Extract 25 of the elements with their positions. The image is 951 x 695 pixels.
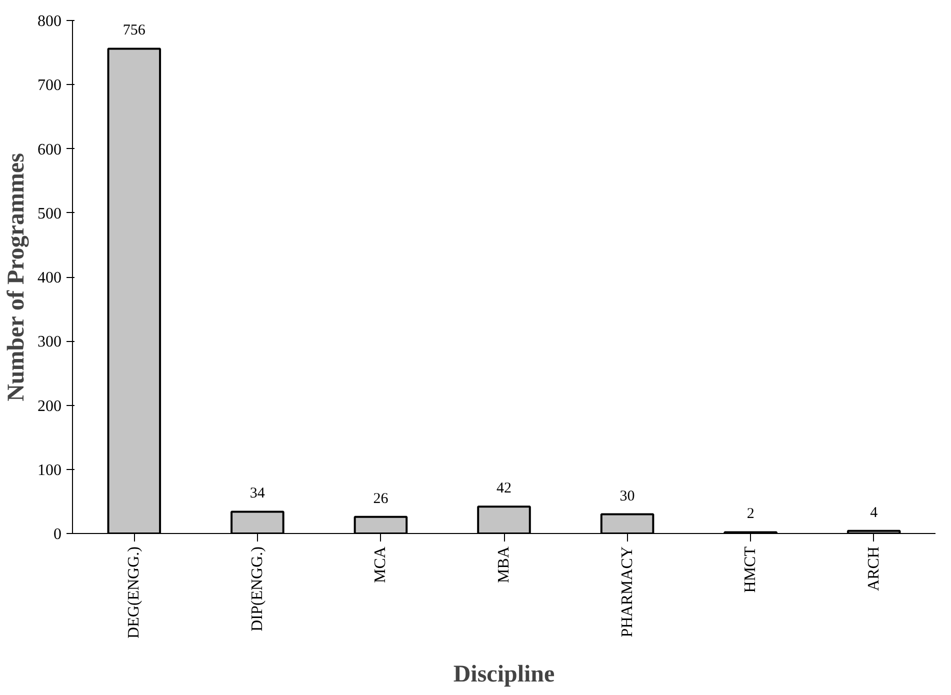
x-tick-label: HMCT [742,546,760,593]
y-tick-label: 500 [38,205,62,222]
y-axis-title: Number of Programmes [4,153,30,402]
y-tick-label: 0 [54,526,62,543]
data-label: 42 [496,480,512,497]
x-tick-label: DIP(ENGG.) [248,546,266,632]
y-tick-label: 100 [38,462,62,479]
y-tick-label: 800 [38,13,62,30]
data-label: 30 [620,488,635,504]
y-tick-label: 400 [38,270,62,286]
data-label: 756 [122,22,146,39]
y-tick-label: 700 [38,77,62,94]
data-label: 34 [250,486,266,502]
y-tick-label: 200 [38,398,62,415]
data-label: 4 [870,504,878,521]
y-tick-label: 600 [38,141,62,158]
data-label: 26 [373,490,389,507]
x-axis-title: Discipline [453,661,556,688]
x-tick-label: PHARMACY [618,546,636,638]
x-tick-label: MCA [372,546,390,583]
x-tick-label: DEG(ENGG.) [126,546,143,638]
x-tick-label: MBA [496,546,512,583]
y-tick-label: 300 [38,334,62,351]
x-tick-label: ARCH [865,546,882,591]
data-label: 2 [746,506,754,522]
